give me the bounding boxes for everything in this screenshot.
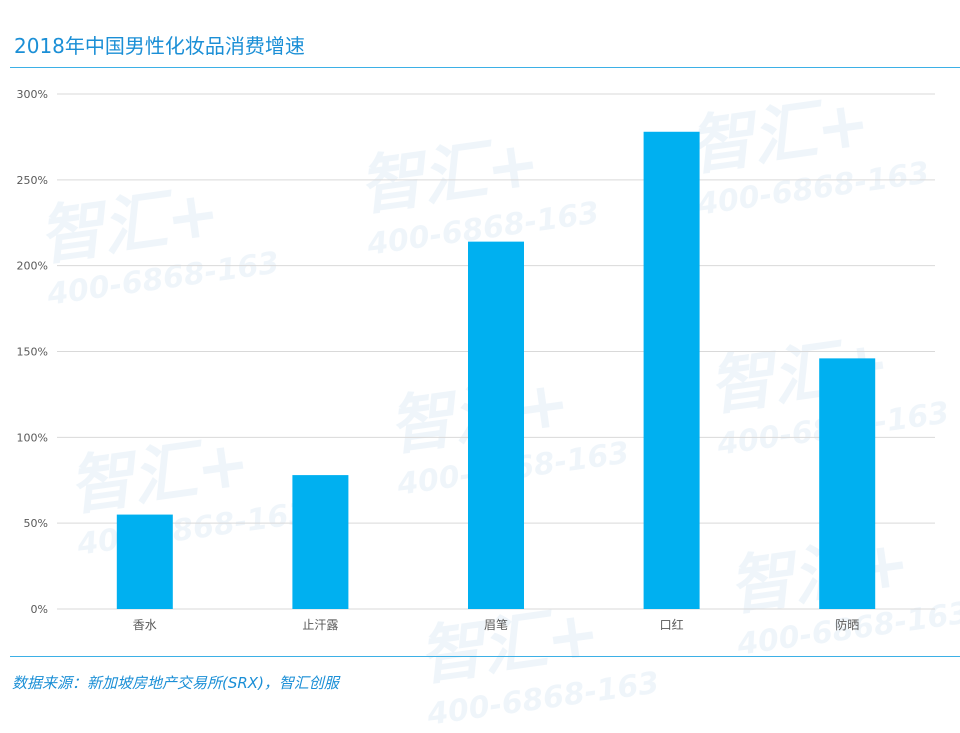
footer-divider	[10, 656, 960, 657]
y-tick-label: 150%	[17, 346, 48, 359]
bar	[643, 131, 700, 609]
y-tick-label: 100%	[17, 431, 48, 444]
page-title: 2018年中国男性化妆品消费增速	[14, 34, 305, 58]
y-tick-label: 0%	[31, 603, 48, 616]
x-tick-label: 防晒	[835, 617, 859, 632]
y-tick-label: 300%	[17, 88, 48, 101]
bar	[468, 241, 524, 609]
bar	[116, 514, 173, 609]
x-tick-label: 止汗露	[302, 618, 338, 632]
bar	[819, 358, 876, 609]
x-tick-label: 口红	[660, 617, 684, 632]
y-tick-label: 200%	[17, 260, 48, 273]
x-tick-label: 香水	[133, 618, 157, 632]
y-tick-label: 50%	[24, 517, 48, 530]
title-divider	[10, 67, 960, 68]
y-tick-label: 250%	[17, 174, 48, 187]
x-tick-label: 眉笔	[484, 617, 508, 632]
bar	[292, 475, 349, 609]
source-note: 数据来源：新加坡房地产交易所(SRX)，智汇创服	[12, 674, 339, 692]
